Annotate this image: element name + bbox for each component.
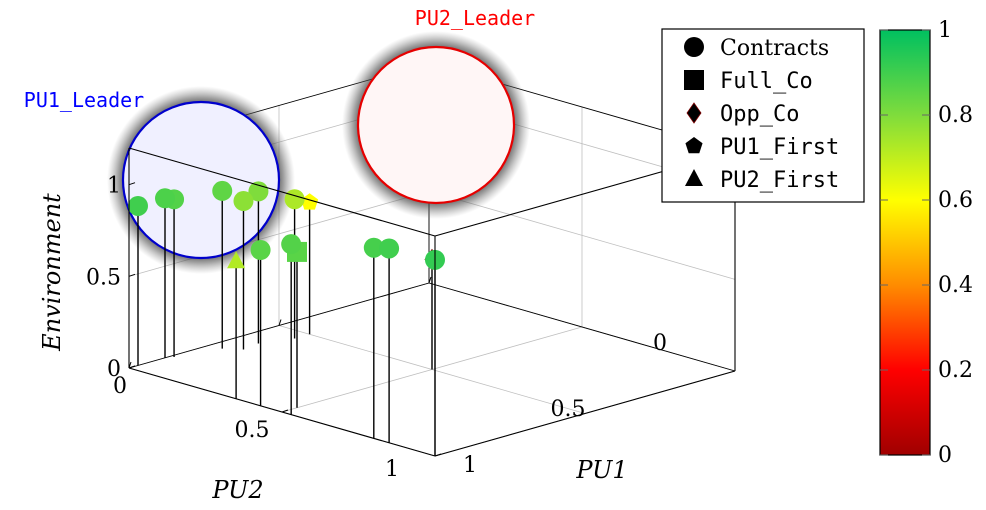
box-edge <box>428 282 736 372</box>
front-frame-layer <box>128 147 736 457</box>
x-tick <box>434 453 442 457</box>
legend-label: Full_Co <box>720 69 813 94</box>
point-Contracts-3 <box>212 180 233 201</box>
pu2-tick-label: 0.5 <box>235 418 270 443</box>
pu1-tick-label: 0 <box>653 331 667 356</box>
legend-label: PU2_First <box>720 168 839 193</box>
point-Contracts-10 <box>379 238 400 259</box>
z-tick-label: 1 <box>107 174 121 199</box>
point-Contracts-9 <box>363 237 384 258</box>
point-Contracts-4 <box>233 191 254 212</box>
x-tick <box>128 365 136 369</box>
z-tick <box>128 273 136 277</box>
legend-label: PU1_First <box>720 135 839 160</box>
axis-text-layer: 0 0.5 1 0 0.5 1 0 0.5 1 PU2 PU1 Environment PU1_Lead… <box>24 6 667 504</box>
point-Contracts-1 <box>155 188 175 209</box>
z-axis-title: Environment <box>38 193 66 352</box>
z-tick <box>128 182 136 186</box>
colorbar: 0 0.2 0.4 0.6 0.8 1 <box>879 18 973 468</box>
legend-marker-Full_Co <box>684 70 704 90</box>
box-edge-front <box>434 370 736 457</box>
y-tick <box>278 319 282 326</box>
x-axis-title: PU2 <box>211 476 263 504</box>
highlight-circle-2 <box>356 45 516 205</box>
y-tick <box>128 361 132 369</box>
legend-marker-PU1_First <box>685 137 703 154</box>
point-Contracts-7 <box>250 240 271 261</box>
stems-layer <box>137 190 436 456</box>
legend-marker-PU2_First <box>685 169 703 186</box>
colorbar-tick-label: 0.6 <box>938 188 973 213</box>
legend-marker-Contracts <box>684 37 704 57</box>
legend-label: Contracts <box>720 36 829 61</box>
highlight-circle-1 <box>121 100 281 260</box>
colorbar-tick-label: 0 <box>938 443 952 468</box>
point-Contracts-6 <box>284 189 305 210</box>
y-tick <box>428 276 432 284</box>
highlight-label-2: PU2_Leader <box>415 6 535 30</box>
point-Contracts-8 <box>281 234 302 255</box>
colorbar-tick-label: 1 <box>938 18 952 43</box>
colorbar-tick-label: 0.8 <box>938 103 973 128</box>
legend: Contracts Full_Co Opp_Co PU1_First PU2_First <box>661 28 865 203</box>
colorbar-gradient <box>879 29 931 456</box>
legend-label: Opp_Co <box>720 102 799 127</box>
pu2-tick-label: 0 <box>113 374 127 399</box>
point-Contracts-0 <box>128 195 148 216</box>
highlight-layer <box>107 31 530 274</box>
pu1-tick-label: 0.5 <box>551 397 586 422</box>
pu2-tick-label: 1 <box>385 457 399 482</box>
colorbar-tick-label: 0.2 <box>938 358 973 383</box>
highlight-label-1: PU1_Leader <box>24 88 144 112</box>
box-edge-front <box>128 147 436 237</box>
legend-marker-Opp_Co <box>686 102 702 124</box>
point-PU1_First-0 <box>301 193 319 210</box>
colorbar-tick-label: 0.4 <box>938 273 973 298</box>
x-tick <box>281 409 289 413</box>
z-tick-label: 0.5 <box>86 265 121 290</box>
pu1-tick-label: 1 <box>463 453 477 478</box>
point-PU2_First-0 <box>227 251 246 269</box>
y-axis-title: PU1 <box>575 456 627 484</box>
z-tick-label: 0 <box>107 357 121 382</box>
